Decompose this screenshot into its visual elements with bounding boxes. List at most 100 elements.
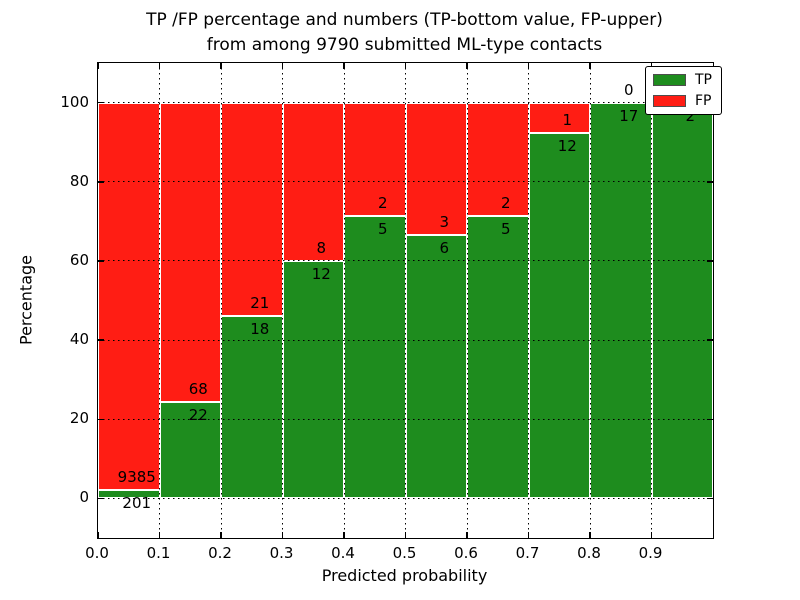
x-tick-label: 0.5 xyxy=(392,544,417,562)
x-tick-mark xyxy=(589,532,591,538)
x-tick-mark xyxy=(281,532,284,538)
horizontal-gridline xyxy=(98,339,713,341)
y-tick-label: 0 xyxy=(79,488,89,507)
x-tick-label: 0.4 xyxy=(331,544,355,562)
horizontal-gridline xyxy=(98,497,713,499)
fp-count-label: 9385 xyxy=(117,468,156,487)
vertical-gridline xyxy=(589,63,591,538)
tp-bar xyxy=(528,133,590,499)
x-tick-mark xyxy=(527,63,530,69)
y-tick-label: 60 xyxy=(69,250,89,269)
y-tick-label: 80 xyxy=(69,171,89,190)
fp-bar xyxy=(405,102,467,235)
y-tick-label: 40 xyxy=(69,330,89,349)
fp-bar xyxy=(467,102,529,216)
tp-count-label: 12 xyxy=(311,264,331,283)
chart-title: TP /FP percentage and numbers (TP-bottom… xyxy=(97,8,712,58)
y-tick-mark xyxy=(707,418,713,420)
fp-count-label: 3 xyxy=(439,212,450,231)
tp-count-label: 18 xyxy=(250,319,270,338)
x-tick-mark xyxy=(220,63,222,69)
x-tick-mark xyxy=(466,63,468,69)
fp-count-label: 1 xyxy=(562,111,573,130)
vertical-gridline xyxy=(159,63,160,538)
fp-legend-label: FP xyxy=(695,93,712,109)
vertical-gridline xyxy=(282,63,283,538)
x-tick-mark xyxy=(650,532,653,538)
fp-count-label: 21 xyxy=(250,293,270,312)
x-tick-mark xyxy=(343,532,345,538)
y-tick-mark xyxy=(707,497,713,500)
fp-bar xyxy=(221,102,283,316)
y-tick-mark xyxy=(98,260,104,262)
fp-count-label: 2 xyxy=(377,193,388,212)
y-tick-mark xyxy=(98,101,104,104)
fp-count-label: 2 xyxy=(500,193,511,212)
x-tick-mark xyxy=(158,63,161,69)
y-tick-mark xyxy=(707,181,713,183)
y-tick-mark xyxy=(98,497,104,500)
y-tick-mark xyxy=(98,418,104,420)
y-axis-label: Percentage xyxy=(16,254,36,346)
fp-bar xyxy=(98,102,160,491)
tp-count-label: 5 xyxy=(500,219,511,238)
horizontal-gridline xyxy=(98,102,713,104)
vertical-gridline xyxy=(466,63,468,538)
horizontal-gridline xyxy=(98,418,713,420)
y-tick-mark xyxy=(707,339,713,341)
y-tick-label: 20 xyxy=(69,409,89,428)
tp-count-label: 201 xyxy=(122,494,152,513)
chart-title-line1: TP /FP percentage and numbers (TP-bottom… xyxy=(146,10,663,30)
horizontal-gridline xyxy=(98,260,713,262)
tp-count-label: 6 xyxy=(439,238,450,257)
x-tick-mark xyxy=(589,63,591,69)
y-tick-mark xyxy=(707,260,713,262)
x-tick-mark xyxy=(404,532,407,538)
tp-bar xyxy=(344,215,406,499)
x-tick-mark xyxy=(220,532,222,538)
x-tick-mark xyxy=(466,532,468,538)
vertical-gridline xyxy=(343,63,345,538)
plot-area: TP FP 9385 201 68 22 21 18 8 12 2 5 3 6 2 5 1 12 0 17 2 xyxy=(97,62,722,539)
y-tick-mark xyxy=(98,339,104,341)
tp-count-label: 17 xyxy=(619,106,639,125)
x-tick-label: 0.3 xyxy=(269,544,294,562)
fp-bar xyxy=(528,102,590,134)
vertical-gridline xyxy=(220,63,222,538)
x-tick-mark xyxy=(527,532,530,538)
tp-bar xyxy=(467,215,529,499)
x-tick-label: 0.2 xyxy=(208,544,232,562)
x-tick-label: 0.1 xyxy=(146,544,171,562)
tp-count-label: 5 xyxy=(377,219,388,238)
x-tick-label: 0.7 xyxy=(515,544,540,562)
tp-bar xyxy=(651,102,713,499)
fp-bar xyxy=(159,102,221,402)
fp-count-label: 8 xyxy=(316,238,327,257)
fp-count-label: 0 xyxy=(623,80,634,99)
legend: TP FP xyxy=(645,66,722,115)
tp-bar xyxy=(405,234,467,499)
vertical-gridline xyxy=(405,63,406,538)
tp-legend-swatch xyxy=(653,74,686,86)
x-tick-mark xyxy=(343,63,345,69)
fp-legend-swatch xyxy=(653,95,686,107)
x-tick-mark xyxy=(97,63,99,69)
x-tick-label: 0.0 xyxy=(85,544,109,562)
x-tick-label: 0.9 xyxy=(638,544,663,562)
horizontal-gridline xyxy=(98,181,713,183)
x-tick-mark xyxy=(404,63,407,69)
y-tick-label: 100 xyxy=(60,92,89,111)
x-axis-label: Predicted probability xyxy=(321,566,488,585)
x-tick-mark xyxy=(158,532,161,538)
x-tick-mark xyxy=(281,63,284,69)
vertical-gridline xyxy=(528,63,529,538)
tp-legend-label: TP xyxy=(695,72,712,88)
tp-bar xyxy=(590,102,652,499)
tp-count-label: 12 xyxy=(557,137,577,156)
chart-title-line2: from among 9790 submitted ML-type contac… xyxy=(206,35,603,55)
legend-item-tp: TP xyxy=(653,73,712,87)
tp-count-label: 22 xyxy=(188,405,208,424)
tp-count-label: 2 xyxy=(685,106,696,125)
fp-count-label: 68 xyxy=(188,379,208,398)
